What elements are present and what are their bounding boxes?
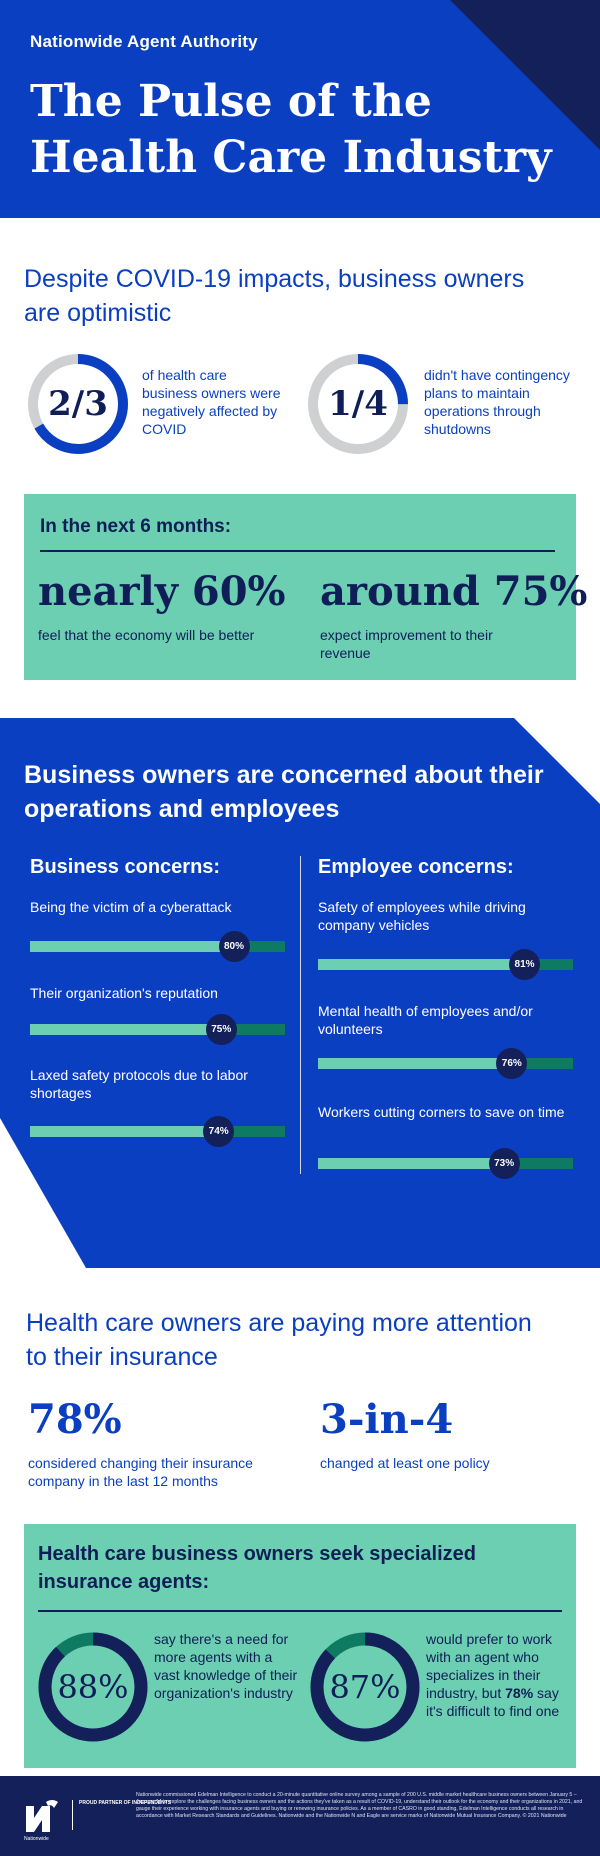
percent-badge: 80% xyxy=(218,931,250,962)
ring-stat-two-thirds: 2/3 xyxy=(26,352,130,456)
agents-stat-text: would prefer to work with an agent who s… xyxy=(426,1630,572,1720)
donut-arc xyxy=(38,1632,148,1742)
employee-concern-label: Workers cutting corners to save on time xyxy=(318,1104,565,1120)
percent-badge: 73% xyxy=(488,1148,520,1179)
business-concern-label: Being the victim of a cyberattack xyxy=(30,899,232,915)
bar-fill xyxy=(318,1058,512,1069)
ring-value: 1/4 xyxy=(328,384,388,424)
employee-concern-bar: 81% xyxy=(318,949,573,980)
bar-fill xyxy=(318,959,525,970)
agents-text-bold: 78% xyxy=(505,1685,534,1701)
concerns-heading: Business owners are concerned about thei… xyxy=(24,761,544,823)
bar-fill xyxy=(30,1024,222,1035)
ring-value: 2/3 xyxy=(48,384,108,424)
divider xyxy=(40,550,555,552)
donut-arc xyxy=(310,1632,420,1742)
business-concern-bar: 74% xyxy=(30,1116,285,1147)
agents-stat-text: say there's a need for more agents with … xyxy=(154,1631,298,1701)
employee-concern-label: Mental health of employees and/or volunt… xyxy=(318,1003,533,1037)
column-divider xyxy=(300,856,301,1174)
bar-fill xyxy=(30,1126,219,1137)
divider xyxy=(38,1610,562,1612)
footer: Nationwide PROUD PARTNER OF INDEPENDENTS… xyxy=(0,1776,600,1856)
percent-badge: 74% xyxy=(203,1116,235,1147)
page-title: The Pulse of the Health Care Industry xyxy=(30,76,552,183)
economy-stat-text: feel that the economy will be better xyxy=(38,627,255,643)
insurance-section: Health care owners are paying more atten… xyxy=(0,1268,600,1524)
ring-chart xyxy=(28,354,128,454)
donut-value: 88% xyxy=(57,1668,129,1706)
business-concern-bar: 75% xyxy=(30,1014,285,1045)
concerns-corner-cut xyxy=(0,1118,86,1268)
insurance-stat-value: 78% xyxy=(28,1396,122,1443)
insurance-stat-text: changed at least one policy xyxy=(320,1455,490,1471)
agents-text-before: would prefer to work with an agent who s… xyxy=(426,1631,553,1701)
donut-chart xyxy=(310,1632,420,1742)
business-concern-bar: 80% xyxy=(30,931,285,962)
percent-badge: 75% xyxy=(205,1014,237,1045)
ring-stat-text: didn't have contingency plans to maintai… xyxy=(424,367,570,437)
employee-concern-bar: 76% xyxy=(318,1048,573,1079)
business-concern-label: Laxed safety protocols due to labor shor… xyxy=(30,1067,248,1101)
ring-stat-one-quarter: 1/4 xyxy=(306,352,410,456)
insurance-stat-text: considered changing their insurance comp… xyxy=(28,1455,253,1489)
percent-badge: 81% xyxy=(509,949,541,980)
corner-accent xyxy=(450,0,600,150)
agents-box: Health care business owners seek special… xyxy=(24,1524,576,1768)
bar-fill xyxy=(318,1158,505,1169)
business-concerns-title: Business concerns: xyxy=(30,856,221,878)
donut-chart xyxy=(38,1632,148,1742)
revenue-stat-text: expect improvement to their revenue xyxy=(320,627,493,661)
economy-stat-value: nearly 60% xyxy=(38,568,286,615)
employee-concerns-title: Employee concerns: xyxy=(318,856,514,878)
percent-badge: 76% xyxy=(496,1048,528,1079)
ring-stat-text: of health care business owners were nega… xyxy=(142,367,281,437)
agents-donut: 87% xyxy=(310,1632,420,1742)
header-banner: Nationwide Agent Authority The Pulse of … xyxy=(0,0,600,218)
next-months-box: In the next 6 months: nearly 60% feel th… xyxy=(24,494,587,680)
business-concern-label: Their organization's reputation xyxy=(30,985,218,1001)
nationwide-logo-icon xyxy=(26,1800,58,1832)
insurance-heading: Health care owners are paying more atten… xyxy=(26,1309,532,1371)
employee-concern-label: Safety of employees while driving compan… xyxy=(318,899,526,933)
agents-text-after: say it's difficult to find one xyxy=(426,1685,560,1719)
logo-text: Nationwide xyxy=(24,1836,49,1842)
ring-arc xyxy=(28,354,128,454)
next-months-title: In the next 6 months: xyxy=(40,516,232,537)
brand-name: Nationwide Agent Authority xyxy=(30,32,258,51)
ring-chart xyxy=(308,354,408,454)
ring-arc xyxy=(308,354,408,454)
insurance-stat-value: 3-in-4 xyxy=(320,1396,454,1443)
agents-section: Health care business owners seek special… xyxy=(0,1524,600,1776)
employee-concern-bar: 73% xyxy=(318,1148,573,1179)
optimism-section: Despite COVID-19 impacts, business owner… xyxy=(0,218,600,718)
concerns-section: Business owners are concerned about thei… xyxy=(0,718,600,1268)
revenue-stat-value: around 75% xyxy=(320,568,588,615)
agents-title: Health care business owners seek special… xyxy=(38,1543,476,1593)
bar-fill xyxy=(30,941,234,952)
disclaimer-text: Nationwide commissioned Edelman Intellig… xyxy=(136,1792,583,1819)
optimism-heading: Despite COVID-19 impacts, business owner… xyxy=(24,265,525,327)
agents-donut: 88% xyxy=(38,1632,148,1742)
donut-value: 87% xyxy=(329,1668,401,1706)
